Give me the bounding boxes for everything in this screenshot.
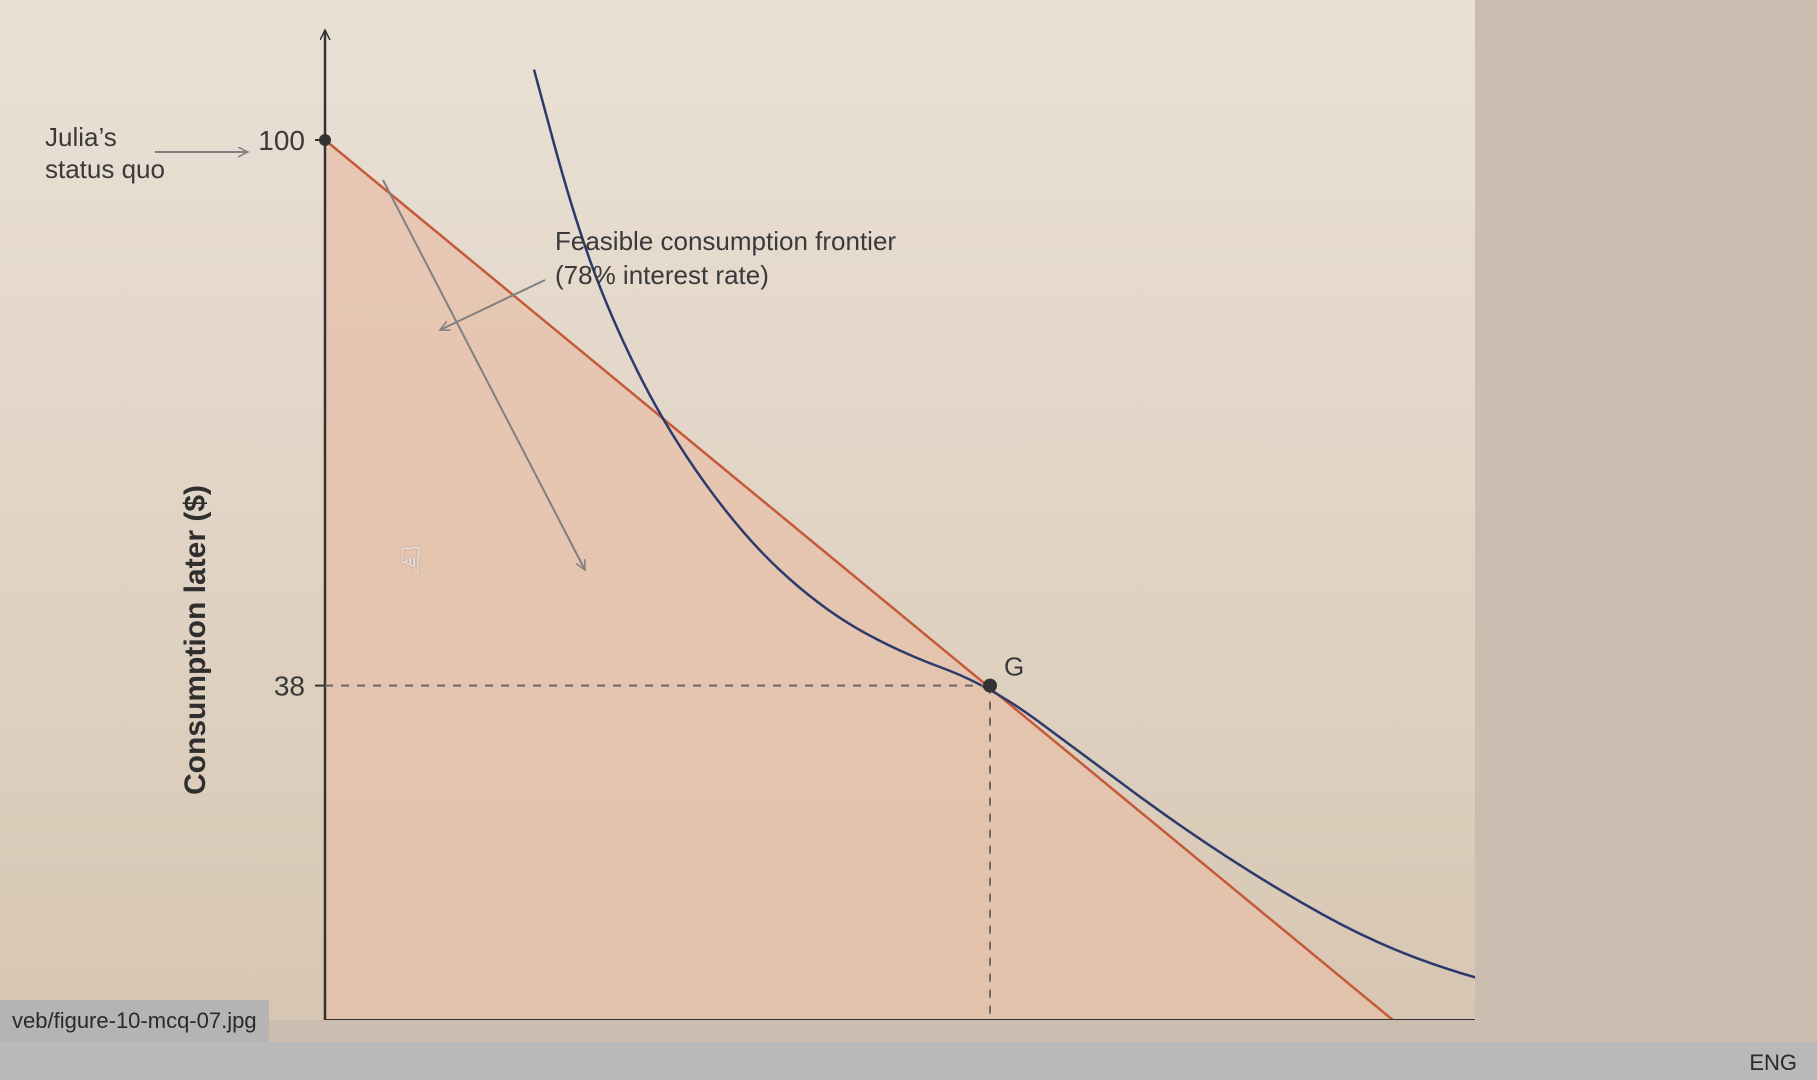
point-g-label: G — [1004, 652, 1024, 682]
chart-panel: 100 38 G Consumption later ($) Julia’sstatus… — [0, 0, 1475, 1020]
language-indicator[interactable]: ENG — [1749, 1050, 1797, 1076]
y-tick-label: 38 — [274, 671, 305, 702]
status-quo-label-2: status quo — [45, 154, 165, 184]
taskbar[interactable] — [0, 1042, 1817, 1080]
path-text: veb/figure-10-mcq-07.jpg — [12, 1008, 257, 1033]
point-g — [983, 679, 997, 693]
status-quo-label-1: Julia’s — [45, 122, 117, 152]
y-tick-label: 100 — [258, 125, 305, 156]
status-quo-point — [319, 134, 331, 146]
browser-path-label: veb/figure-10-mcq-07.jpg — [0, 1000, 269, 1042]
frontier-label-1: Feasible consumption frontier — [555, 226, 896, 256]
chart-svg: 100 38 G Consumption later ($) Julia’sstatus… — [0, 0, 1475, 1020]
y-axis-title: Consumption later ($) — [179, 485, 212, 795]
frontier-label-2: (78% interest rate) — [555, 260, 769, 290]
